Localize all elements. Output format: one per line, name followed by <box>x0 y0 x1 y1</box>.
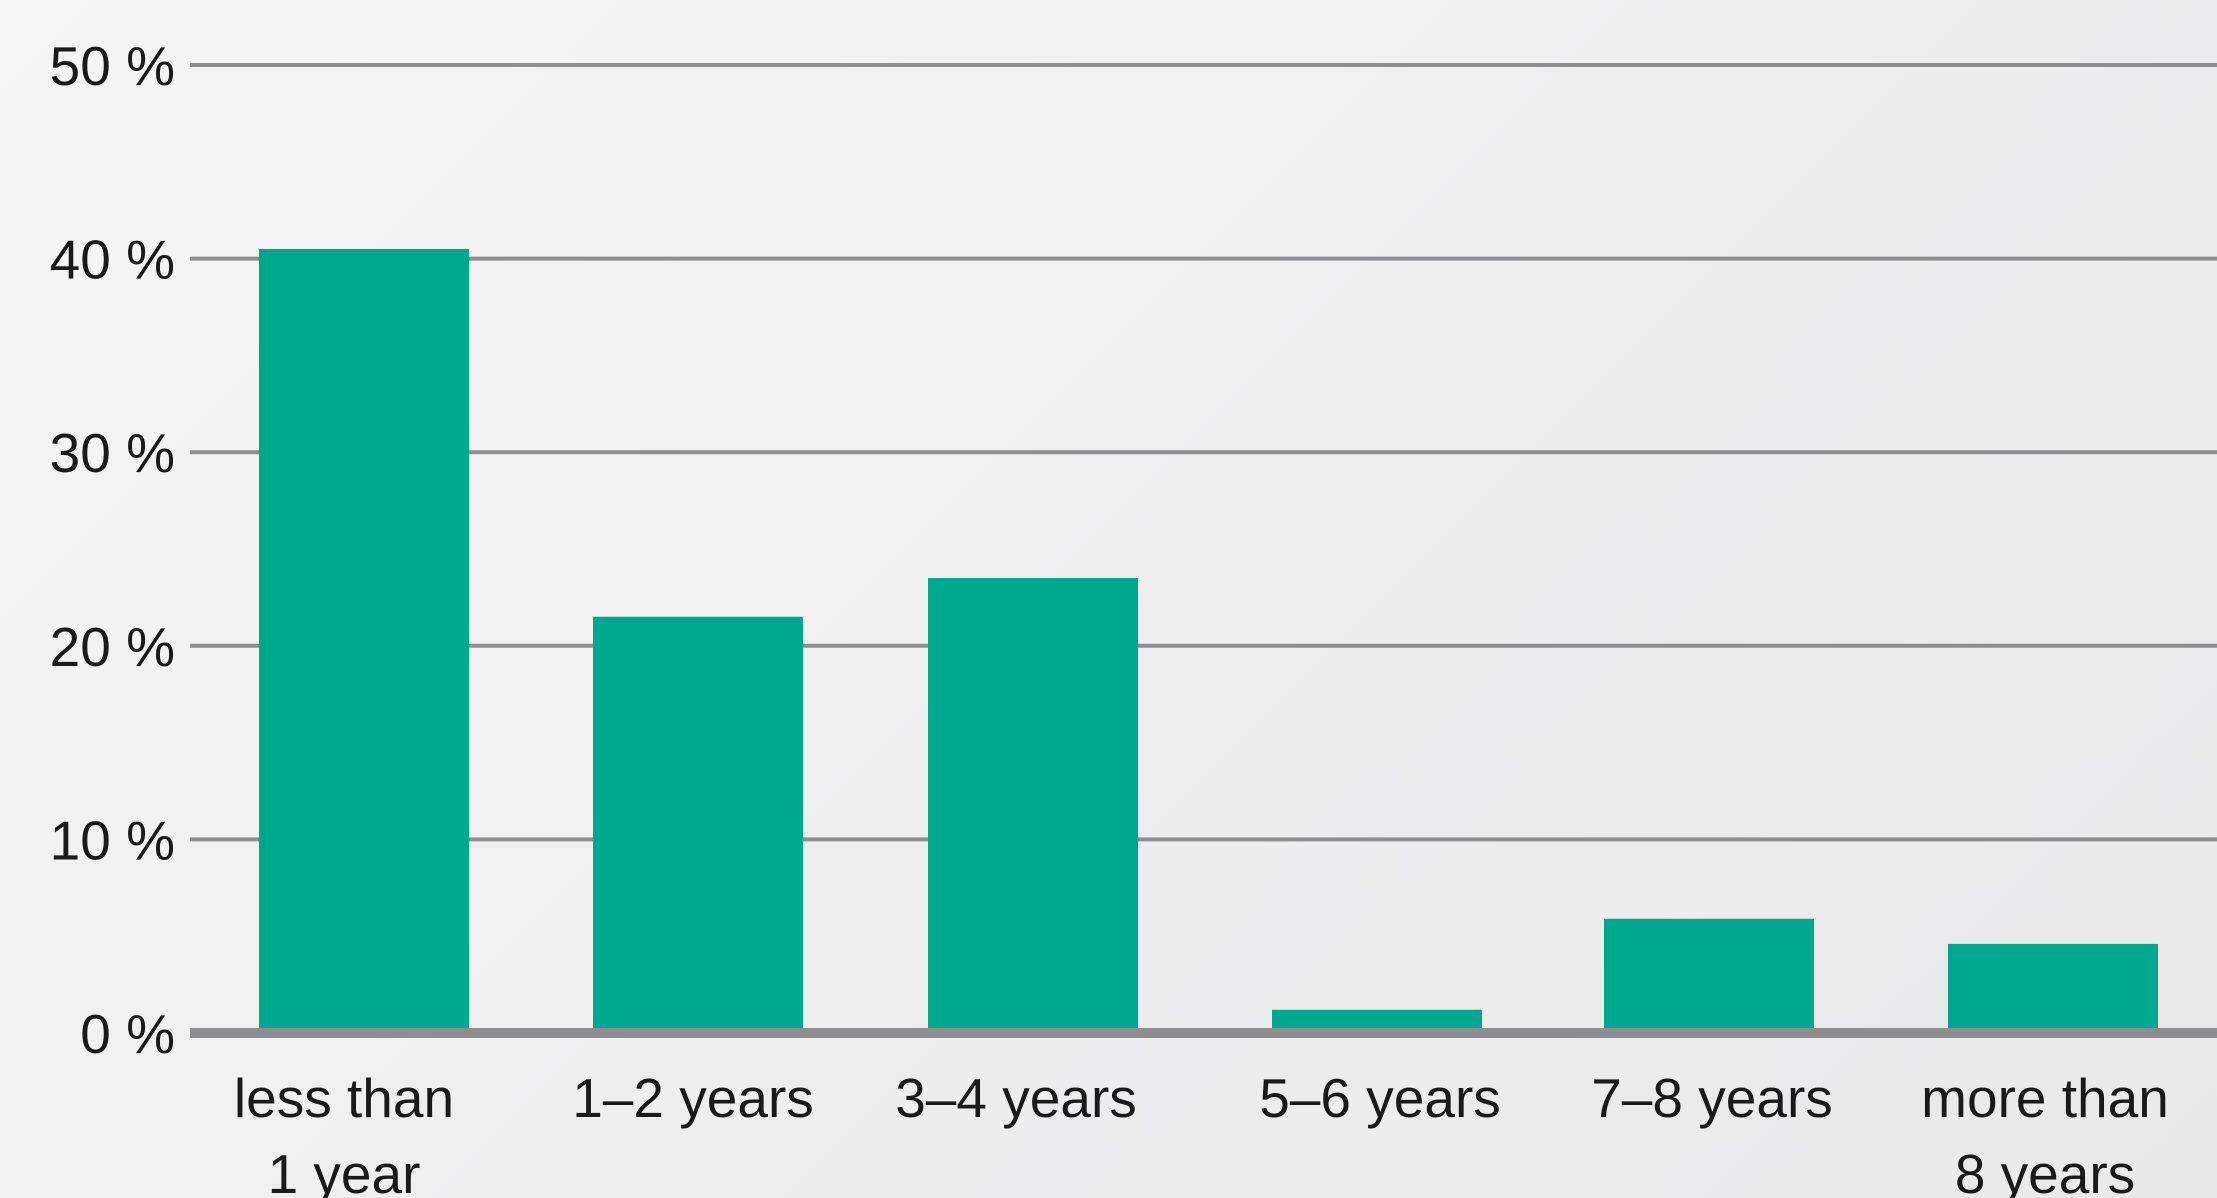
x-category-label: more than 8 years <box>1921 1067 2169 1198</box>
x-category-label-line: 3–4 years <box>895 1067 1137 1129</box>
x-category-label-line: less than <box>234 1067 454 1129</box>
bar-5 <box>1948 943 2158 1028</box>
x-category-label: 5–6 years <box>1259 1067 1501 1129</box>
y-tick-label: 20 % <box>50 616 175 678</box>
x-category-label-line: 5–6 years <box>1259 1067 1501 1129</box>
x-category-label-line: 8 years <box>1955 1143 2135 1198</box>
x-axis-category-labels: less than 1 year 1–2 years 3–4 years 5–6 yea… <box>234 1067 2169 1198</box>
bar-4 <box>1604 918 1814 1028</box>
x-category-label: 3–4 years <box>895 1067 1137 1129</box>
y-axis-tick-labels: 0 % 10 % 20 % 30 % 40 % 50 % <box>50 35 175 1065</box>
bar-3 <box>1272 1009 1482 1028</box>
x-category-label-line: 7–8 years <box>1591 1067 1833 1129</box>
y-tick-label: 30 % <box>50 422 175 484</box>
x-category-label-line: 1 year <box>268 1143 421 1198</box>
y-tick-label: 40 % <box>50 229 175 291</box>
bar-0 <box>259 248 469 1029</box>
x-category-label: 7–8 years <box>1591 1067 1833 1129</box>
bar-1 <box>593 616 803 1028</box>
bar-2 <box>928 578 1138 1028</box>
gridlines <box>190 63 2217 842</box>
y-tick-label: 50 % <box>50 35 175 97</box>
x-category-label-line: more than <box>1921 1067 2169 1129</box>
y-tick-label: 10 % <box>50 809 175 871</box>
x-category-label: less than 1 year <box>234 1067 454 1198</box>
bars <box>259 248 2158 1029</box>
x-category-label-line: 1–2 years <box>572 1067 814 1129</box>
y-tick-label: 0 % <box>80 1003 175 1065</box>
x-category-label: 1–2 years <box>572 1067 814 1129</box>
